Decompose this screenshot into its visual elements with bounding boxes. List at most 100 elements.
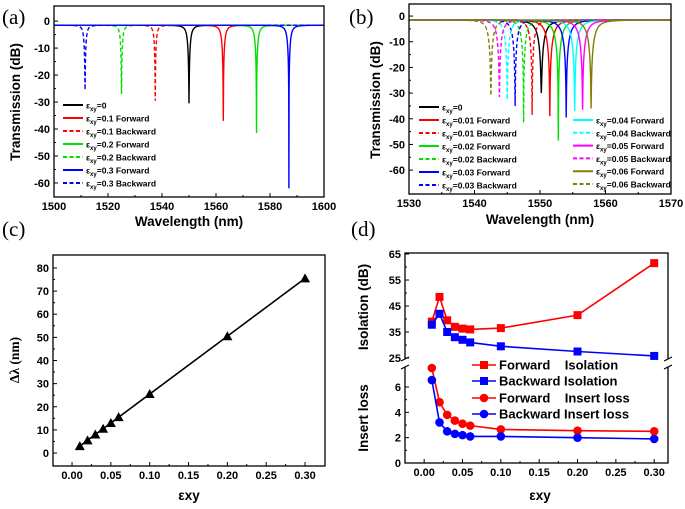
label-part: =0.2 Forward [97,140,150,150]
y-tick-label: 20 [37,402,49,414]
label-subscript: xy [90,146,97,152]
label-subscript: xy [446,174,453,180]
label-subscript: xy [600,148,607,154]
y-tick-label: -30 [34,97,50,109]
y-tick-label: 80 [37,263,49,275]
ylabel-d-upper: Isolation (dB) [356,264,371,350]
data-point-circle [427,363,437,373]
data-point-circle [496,432,506,441]
y-tick-label: -10 [389,37,405,49]
x-tick-label: 0.30 [643,467,664,479]
label-part: =0.1 Backward [97,127,156,137]
ylabel-d-lower: Insert loss [356,384,371,452]
legend-label: εxy=0.04 Backward [596,128,671,141]
label-part: =0.04 Backward [607,128,671,138]
axis-break-mark [663,364,673,370]
y-tick-label: 70 [37,286,49,298]
legend-label: Forward Insert loss [499,391,630,406]
label-subscript: xy [600,160,607,166]
legend-label: εxy=0.05 Forward [596,141,664,154]
series-line [409,19,671,96]
label-part: ε [596,154,600,164]
x-tick-label: 1600 [312,201,336,213]
panel-a: 1500 1520 1540 1560 1580 1600 0 -10 -20 -30 -40 -50… [34,5,336,213]
label-part: ε [442,129,446,139]
label-part: =0.06 Backward [607,180,671,190]
label-subscript: xy [90,133,97,139]
label-part: =0.06 Forward [607,167,664,177]
label-subscript: xy [600,135,607,141]
label-subscript: xy [446,148,453,154]
data-point-triangle [82,435,93,445]
data-point-circle [435,397,444,407]
legend-label: Forward Isolation [499,358,618,373]
data-point-circle [435,418,444,427]
series-line [54,24,324,104]
label-subscript: xy [446,122,453,128]
y-tick-label: -30 [389,88,405,100]
legend-label: εxy=0.04 Forward [596,116,664,129]
data-point-circle [465,421,475,430]
x-tick-label: 1580 [258,201,282,213]
y-tick-label: 60 [37,309,49,321]
y-tick-label: 0 [399,11,405,23]
data-point-square [443,316,452,325]
data-point-circle [458,419,467,429]
ylabel-c: Δλ (nm) [7,337,22,383]
x-tick-label: 0.00 [413,467,434,479]
xlabel-d: εxy [529,488,551,503]
x-tick-label: 1530 [397,198,421,210]
data-point-triangle [98,423,109,433]
panel-b: 1530 1540 1550 1560 1570 0 -10 -20 -30 -40 -50 -60 ε… [389,3,683,210]
label-subscript: xy [600,173,607,179]
x-tick-label: 0.20 [567,467,588,479]
data-point-square [443,328,452,337]
label-part: ε [442,181,446,191]
label-part: ε [596,116,600,126]
legend-marker-circle [479,409,489,419]
panel-c: 0.00 0.05 0.10 0.15 0.20 0.25 0.30 0 10 20 30 40 50 6… [37,254,326,482]
axis-break-mark [400,364,410,370]
data-point-triangle [300,273,311,283]
legend-label: εxy=0 [86,101,107,114]
legend-label: εxy=0 [442,103,463,116]
axis-break-gap-left [403,359,408,367]
ylabel-a: Transmission (dB) [8,43,23,161]
label-subscript: xy [90,120,97,126]
data-point-circle [458,430,467,440]
x-tick-label: 0.20 [217,470,238,482]
legend-label: εxy=0.05 Backward [596,154,671,167]
data-point-circle [573,433,582,442]
data-point-triangle [90,429,101,439]
y-tick-label: 10 [37,425,49,437]
legend-marker-square [480,377,488,385]
x-tick-label: 0.00 [61,470,82,482]
xlabel-b: Wavelength (nm) [486,212,594,227]
label-subscript: xy [446,109,453,115]
label-part: =0.02 Backward [453,155,517,165]
label-part: ε [442,142,446,152]
label-part: ε [86,127,90,137]
x-tick-label: 1500 [42,201,66,213]
label-part: =0 [453,103,463,113]
x-tick-label: 0.30 [294,470,315,482]
y-tick-label: 0 [44,16,50,28]
legend-label: εxy=0.2 Backward [86,153,156,166]
label-part: =0.04 Forward [607,116,664,126]
label-subscript: xy [90,172,97,178]
legend-label: εxy=0.01 Forward [442,116,510,129]
x-tick-label: 1560 [204,201,228,213]
panel-label-d: (d) [351,217,376,241]
data-point-square [573,311,582,320]
curves [54,24,324,189]
data-point-circle [442,410,452,420]
y-tick-label: 55 [389,275,401,287]
y-tick-label: -60 [34,178,50,190]
x-tick-label: 0.10 [139,470,160,482]
data-point-square [496,342,505,351]
legend-label: εxy=0.2 Forward [86,140,149,153]
x-tick-label: 0.25 [605,467,626,479]
panel-label-a: (a) [2,5,25,29]
label-part: =0.2 Backward [97,153,156,163]
